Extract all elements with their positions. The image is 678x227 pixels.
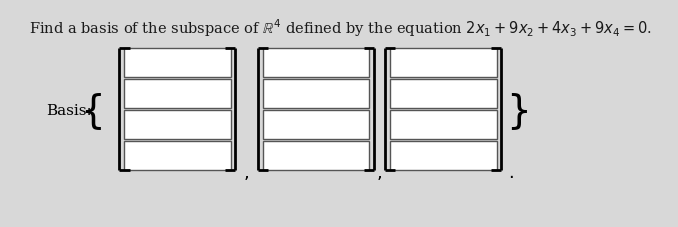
Text: Find a basis of the subspace of $\mathbb{R}^4$ defined by the equation $2x_1 + 9: Find a basis of the subspace of $\mathbb…	[29, 17, 652, 39]
Text: .: .	[508, 163, 514, 181]
Bar	[262, 110, 370, 140]
Bar	[390, 49, 496, 78]
Bar	[124, 141, 231, 170]
Text: ,: ,	[244, 163, 250, 181]
Bar	[390, 79, 496, 109]
Bar	[124, 79, 231, 109]
Bar	[124, 49, 231, 78]
Bar	[390, 110, 496, 140]
Text: ,: ,	[377, 163, 382, 181]
Bar	[262, 49, 370, 78]
Text: {: {	[80, 91, 104, 129]
Text: }: }	[506, 91, 531, 129]
Bar	[390, 141, 496, 170]
Text: Basis:: Basis:	[46, 103, 92, 117]
Bar	[262, 79, 370, 109]
Bar	[262, 141, 370, 170]
Bar	[124, 110, 231, 140]
